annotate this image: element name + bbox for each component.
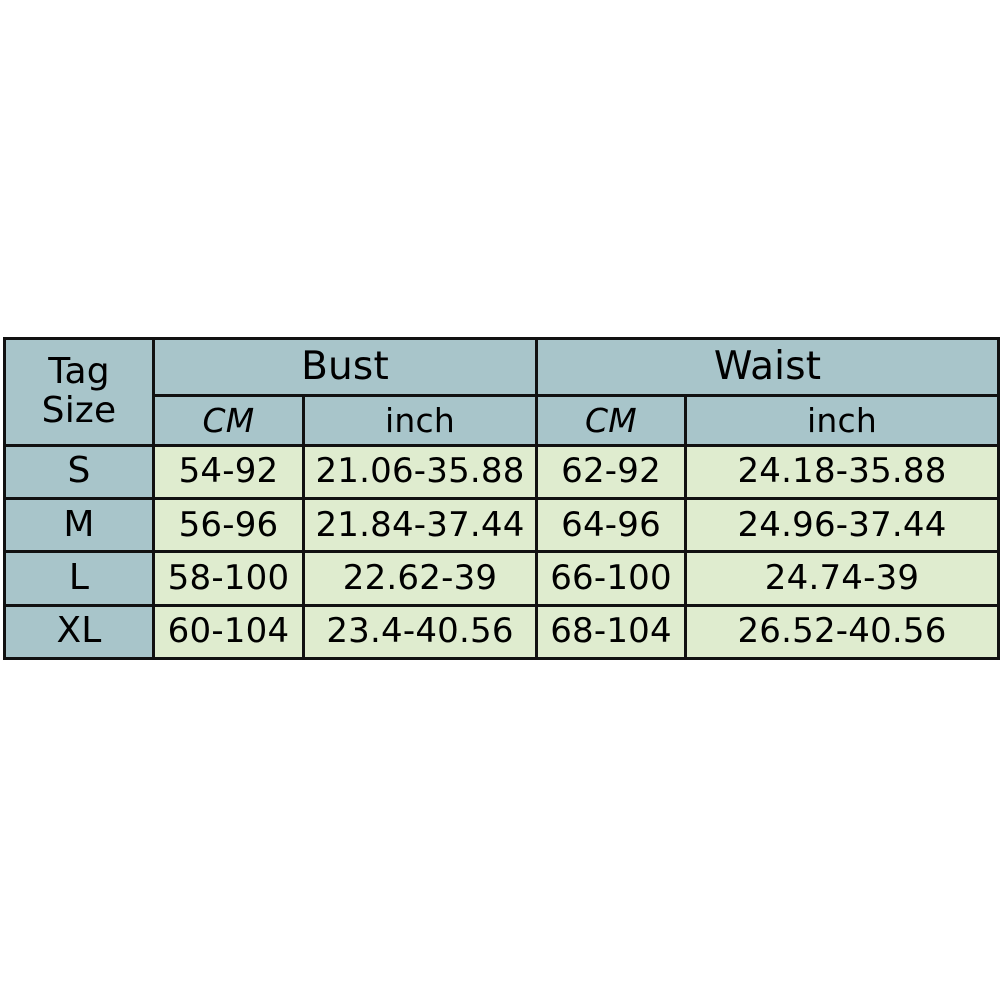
- cell-waist-inch: 24.96-37.44: [684, 496, 1001, 554]
- cell-waist-cm: 68-104: [535, 603, 688, 661]
- cell-bust-cm: 58-100: [152, 550, 305, 607]
- header-bust-inch: inch: [301, 394, 539, 447]
- header-group-waist: Waist: [535, 336, 1001, 398]
- header-waist-cm: CM: [535, 394, 688, 447]
- header-tag-size-line2: Size: [41, 389, 117, 431]
- table-row: S 54-92 21.06-35.88 62-92 24.18-35.88: [3, 443, 1001, 500]
- cell-bust-cm: 60-104: [152, 603, 305, 661]
- cell-bust-inch: 21.06-35.88: [301, 443, 539, 500]
- cell-waist-inch: 24.74-39: [684, 550, 1001, 607]
- cell-bust-inch: 21.84-37.44: [301, 496, 539, 554]
- header-group-bust: Bust: [151, 336, 539, 398]
- header-tag-size-line1: Tag: [48, 350, 110, 392]
- cell-bust-cm: 54-92: [152, 443, 305, 500]
- table-row: L 58-100 22.62-39 66-100 24.74-39: [3, 550, 1001, 607]
- table-header-row-groups: Tag Size Bust Waist: [3, 336, 1001, 447]
- table-row: XL 60-104 23.4-40.56 68-104 26.52-40.56: [3, 603, 1001, 661]
- row-size-label: XL: [3, 603, 155, 661]
- header-waist-inch: inch: [684, 394, 1001, 447]
- cell-bust-inch: 22.62-39: [301, 550, 539, 607]
- cell-waist-cm: 66-100: [535, 550, 688, 607]
- cell-bust-cm: 56-96: [152, 496, 305, 554]
- header-tag-size: Tag Size: [3, 337, 155, 447]
- row-size-label: L: [3, 550, 155, 607]
- cell-waist-inch: 26.52-40.56: [684, 603, 1001, 661]
- table-header-row-units: CM inch CM inch: [5, 394, 1001, 447]
- cell-waist-cm: 64-96: [535, 496, 688, 554]
- size-chart-table: Tag Size Bust Waist CM inch CM inch S 54…: [3, 336, 1001, 661]
- table-row: M 56-96 21.84-37.44 64-96 24.96-37.44: [3, 496, 1001, 554]
- cell-waist-inch: 24.18-35.88: [684, 443, 1001, 500]
- row-size-label: M: [3, 496, 155, 554]
- cell-waist-cm: 62-92: [535, 443, 688, 500]
- row-size-label: S: [3, 443, 155, 500]
- cell-bust-inch: 23.4-40.56: [301, 603, 539, 661]
- header-bust-cm: CM: [152, 394, 305, 447]
